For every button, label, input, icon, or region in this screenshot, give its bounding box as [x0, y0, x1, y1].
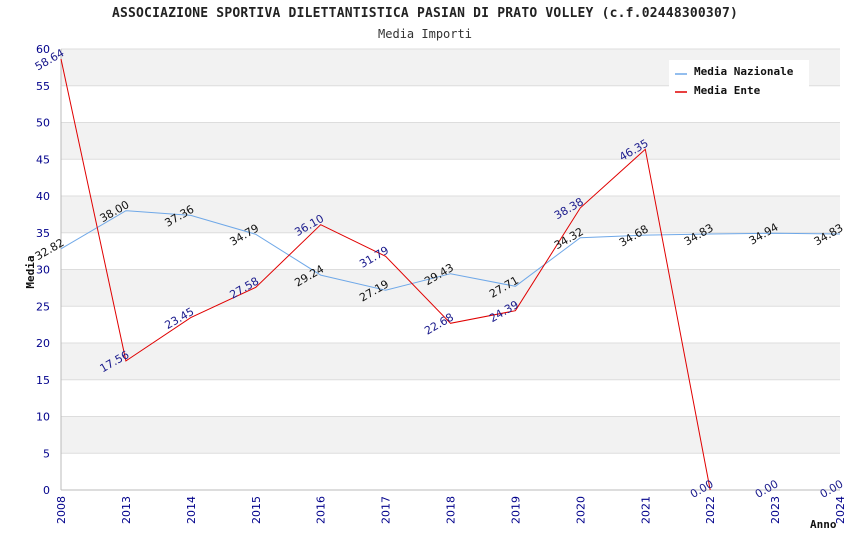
x-tick-label: 2008 [55, 496, 68, 524]
legend-label-ente: Media Ente [694, 84, 761, 97]
x-tick-label: 2016 [315, 496, 328, 524]
legend-box [669, 60, 809, 108]
x-tick-label: 2023 [769, 496, 782, 524]
y-tick-labels: 0 5 10 15 20 25 30 35 40 45 50 55 60 [36, 43, 50, 497]
x-tick-label: 2022 [704, 496, 717, 524]
data-label: 23.45 [163, 305, 197, 332]
y-tick-label: 25 [36, 300, 50, 313]
chart-title: ASSOCIAZIONE SPORTIVA DILETTANTISTICA PA… [111, 6, 739, 21]
y-tick-label: 0 [43, 484, 50, 497]
series-line-ente [60, 58, 711, 491]
x-tick-label: 2013 [120, 496, 133, 524]
legend-label-nazionale: Media Nazionale [694, 65, 794, 78]
x-tick-labels: 2008 2013 2014 2015 2016 2017 2018 2019 2020 2021… [55, 496, 847, 524]
x-tick-label: 2021 [639, 496, 652, 524]
y-tick-label: 20 [36, 337, 50, 350]
grid-bands [61, 49, 840, 454]
grid-band [61, 416, 840, 454]
y-tick-label: 60 [36, 43, 50, 56]
x-axis-title: Anno [810, 518, 837, 531]
x-tick-label: 2014 [185, 496, 198, 524]
legend: Media Nazionale Media Ente [669, 60, 809, 108]
y-tick-label: 10 [36, 411, 50, 424]
y-tick-label: 45 [36, 153, 50, 166]
data-label: 31.79 [357, 244, 391, 271]
x-tick-label: 2024 [834, 496, 847, 524]
grid-band [61, 269, 840, 307]
y-tick-label: 30 [36, 264, 50, 277]
y-tick-label: 5 [43, 447, 50, 460]
chart-subtitle: Media Importi [378, 27, 472, 41]
y-tick-label: 35 [36, 227, 50, 240]
y-tick-label: 15 [36, 374, 50, 387]
x-tick-label: 2020 [574, 496, 587, 524]
y-axis-title: Media [24, 255, 37, 288]
grid-band [61, 343, 840, 380]
y-tick-label: 55 [36, 80, 50, 93]
data-label: 22.68 [422, 311, 456, 338]
y-tick-label: 50 [36, 117, 50, 130]
series-lines [60, 58, 841, 491]
y-tick-label: 40 [36, 190, 50, 203]
grid-band [61, 122, 840, 160]
series-line-nazionale [60, 210, 841, 291]
grid-band [61, 196, 840, 233]
x-tick-label: 2018 [445, 496, 458, 524]
x-tick-label: 2017 [380, 496, 393, 524]
x-tick-label: 2019 [509, 496, 522, 524]
x-tick-label: 2015 [250, 496, 263, 524]
